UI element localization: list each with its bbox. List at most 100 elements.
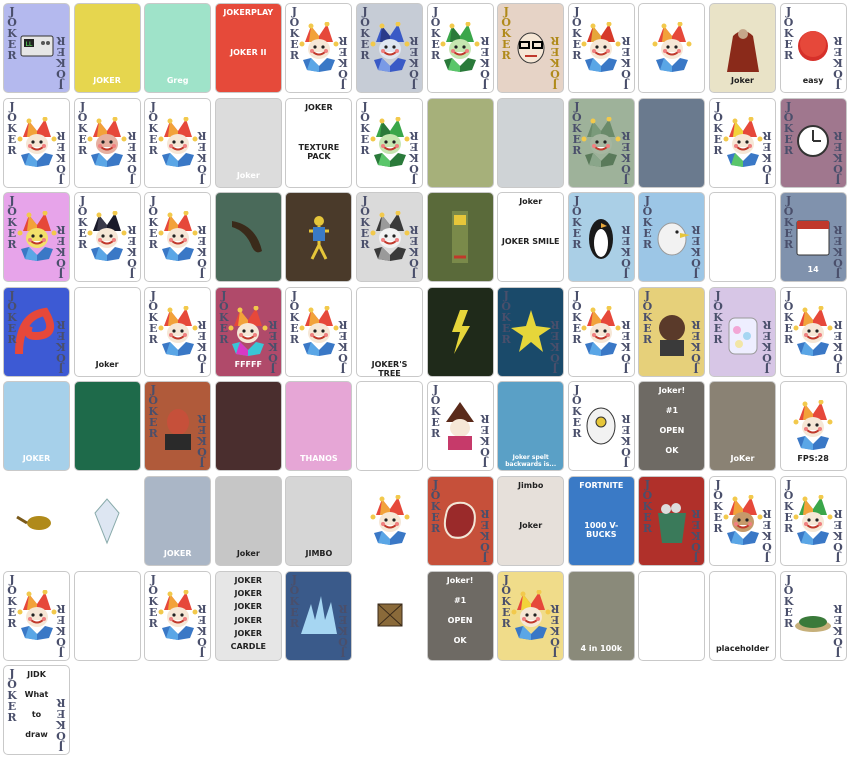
joker-card-29[interactable] [285, 192, 353, 283]
card-label-top: J O K E R [360, 194, 370, 252]
joker-card-58[interactable]: Joker! #1 OPEN OK [638, 381, 706, 472]
joker-card-17[interactable]: JOKER TEXTURE PACK [285, 97, 353, 188]
joker-card-63[interactable]: JOKER [144, 476, 212, 566]
joker-card-61[interactable] [3, 476, 70, 566]
joker-card-76[interactable]: JOKER JOKER JOKER JOKER JOKER CARDLE [214, 570, 282, 661]
bucket-icon [657, 503, 686, 543]
joker-card-43[interactable] [426, 286, 494, 377]
joker-card-56[interactable]: Joker spelt backwards is... [497, 381, 565, 472]
joker-card-65[interactable]: JIMBO [285, 476, 353, 566]
joker-card-49[interactable]: JOKER [3, 381, 70, 472]
joker-card-20[interactable] [497, 97, 565, 188]
joker-card-22[interactable] [638, 97, 706, 188]
joker-card-42[interactable]: JOKER'S TREE [356, 286, 423, 377]
joker-card-79[interactable]: Joker! #1 OPEN OK [426, 570, 494, 661]
card-label-bottom: J O K E R [56, 223, 66, 281]
joker-card-10[interactable] [638, 3, 706, 93]
joker-card-85[interactable]: J O K E R J O K E R JIDK What to draw [3, 665, 70, 756]
joker-card-19[interactable] [426, 97, 494, 188]
joker-card-74[interactable] [73, 570, 141, 661]
joker-card-38[interactable]: Joker [73, 286, 141, 377]
joker-card-50[interactable] [73, 381, 141, 472]
card-art [4, 99, 69, 187]
joker-card-53[interactable]: THANOS [285, 381, 353, 472]
joker-card-28[interactable] [214, 192, 282, 283]
joker-card-81[interactable]: 4 in 100k [567, 570, 635, 661]
joker-card-31[interactable] [426, 192, 494, 283]
joker-card-83[interactable]: placeholder [709, 570, 776, 661]
joker-card-3[interactable]: Greg [144, 3, 212, 93]
joker-card-60[interactable]: FPS:28 [779, 381, 847, 472]
joker-card-35[interactable] [709, 192, 776, 283]
card-label-bottom: J O K E R [621, 223, 631, 281]
joker-card-59[interactable]: JoKer [709, 381, 776, 472]
joker-card-78[interactable] [356, 571, 423, 661]
joker-card-1[interactable]: LL J O K E R J O K E R [3, 3, 70, 93]
joker-card-4[interactable]: JOKERPLAY JOKER II [214, 3, 282, 93]
joker-card-64[interactable]: Joker [214, 476, 282, 566]
joker-card-16[interactable]: Joker [214, 97, 282, 188]
card-art [357, 193, 422, 281]
joker-card-66[interactable] [356, 476, 423, 566]
card-label-bottom: J O K E R [56, 601, 66, 659]
joker-card-82[interactable] [638, 570, 706, 661]
joker-card-2[interactable]: JOKER [73, 3, 141, 93]
joker-card-54[interactable] [356, 381, 423, 472]
card-label-bottom: J O K E R [832, 601, 843, 659]
card-label-top: J O K E R [642, 478, 653, 535]
joker-card-32[interactable]: Joker JOKER SMILE [497, 192, 565, 283]
joker-card-11[interactable]: Joker [709, 3, 776, 93]
card-text: easy [802, 76, 824, 85]
joker-card-52[interactable] [214, 381, 282, 472]
wizard-icon [446, 402, 475, 451]
card-label-bottom: J O K E R [409, 128, 419, 186]
joker-card-69[interactable]: FORTNITE 1000 V-BUCKS [567, 476, 635, 566]
joker-card-62[interactable] [74, 476, 141, 566]
card-text: JOKER [234, 588, 263, 598]
joker-card-68[interactable]: Jimbo Joker [497, 476, 565, 566]
card-label-bottom: J O K E R [550, 601, 560, 659]
card-label-bottom: J O K E R [762, 507, 772, 564]
